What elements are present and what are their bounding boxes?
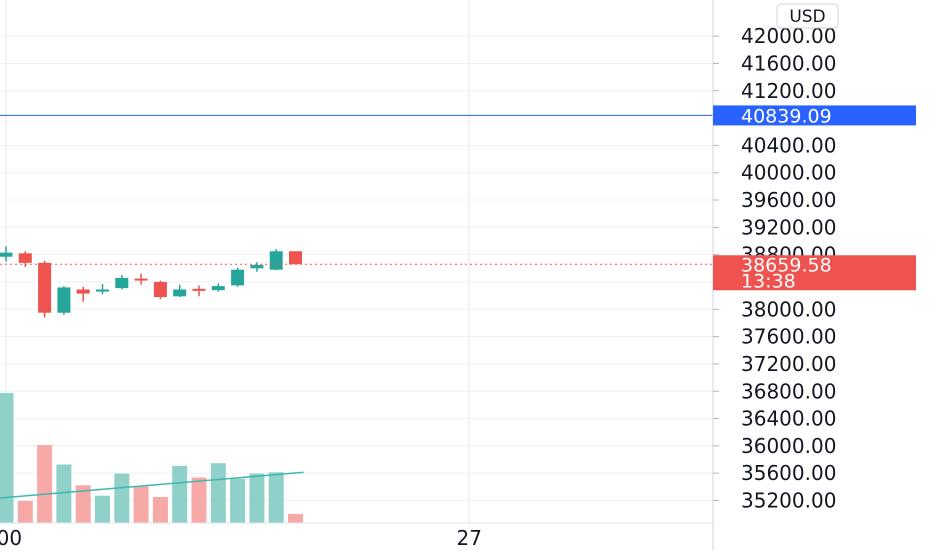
price-tick-label: 41600.00 [741,51,836,75]
candle-layer [0,246,302,318]
volume-layer [0,393,304,523]
volume-bar [230,478,246,523]
time-axis[interactable]: :00 27 [0,526,482,550]
candle-body [192,288,206,291]
candle-body [134,278,148,281]
last-price-label: 38659.58 [741,254,832,276]
time-tick-label: :00 [0,526,22,550]
price-tick-label: 37200.00 [741,352,836,376]
price-tick-label: 40000.00 [741,161,836,185]
currency-badge[interactable]: USD [776,3,839,29]
price-tick-label: 40400.00 [741,133,836,157]
grid-layer [0,0,713,523]
candle-body [38,262,52,313]
countdown-label: 13:38 [741,270,796,292]
candle-body [173,289,187,297]
price-tick-label: 36000.00 [741,434,836,458]
horizontal-line-price-tag [713,105,916,126]
candle-body [250,264,264,269]
price-tick-label: 39200.00 [741,215,836,239]
volume-bar [37,445,53,523]
last-price-tag [713,255,916,291]
price-axis[interactable]: 42000.0041600.0041200.0040400.0040000.00… [0,0,916,550]
price-tick-label: 37600.00 [741,325,836,349]
candle-body [153,281,167,298]
candle-body [76,289,90,294]
candle-body [289,251,302,265]
volume-trend-line [0,471,304,499]
volume-bar [95,495,110,523]
candle-body [96,289,109,292]
candle-body [18,253,32,263]
volume-bar [191,477,207,523]
volume-bar [0,393,14,523]
candle-body [211,286,225,291]
volume-bar [210,463,226,523]
volume-bar [288,513,303,523]
volume-bar [17,500,33,523]
price-tick-label: 38000.00 [741,297,836,321]
volume-bar [152,497,168,523]
price-tick-label: 35200.00 [741,489,836,513]
horizontal-line-price-label: 40839.09 [741,105,832,127]
price-tick-label: 39600.00 [741,188,836,212]
price-tick-label: 36400.00 [741,407,836,431]
time-tick-label: 27 [456,526,481,550]
overlay-layer [0,114,713,265]
candle-body [0,252,13,257]
volume-bar [268,472,284,523]
candle-body [269,251,283,270]
volume-bar [172,465,188,523]
volume-bar [56,464,72,523]
currency-label: USD [789,7,825,27]
price-tick-label: 35600.00 [741,461,836,485]
price-tick-label: 41200.00 [741,79,836,103]
candle-body [115,277,129,289]
price-tick-label: 36800.00 [741,379,836,403]
candle-body [231,269,245,286]
volume-bar [133,486,149,523]
volume-bar [75,485,91,523]
volume-bar [249,473,265,523]
volume-bar [114,473,130,523]
candle-body [57,287,71,313]
